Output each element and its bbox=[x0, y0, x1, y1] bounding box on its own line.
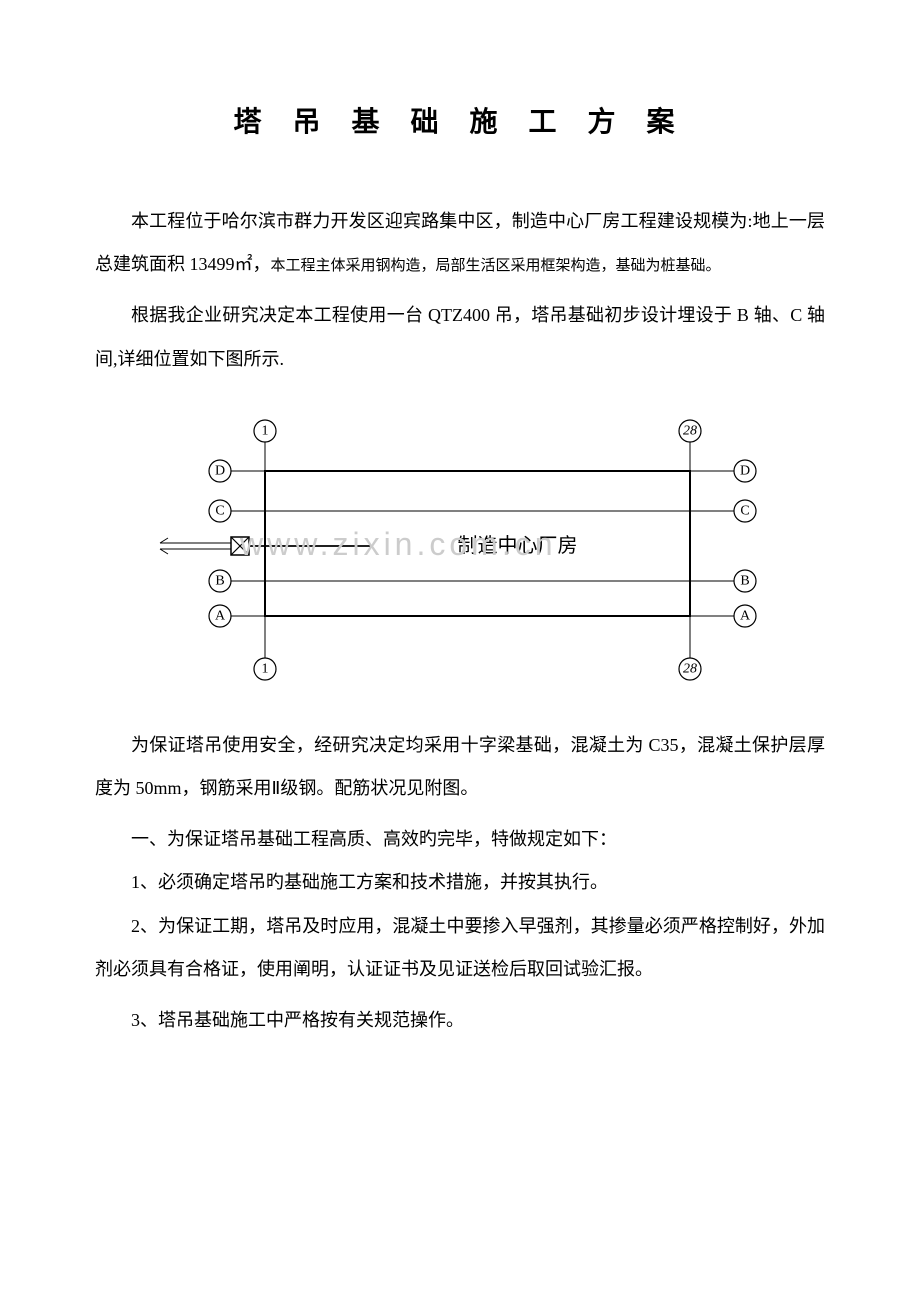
paragraph-1: 本工程位于哈尔滨市群力开发区迎宾路集中区，制造中心厂房工程建设规模为:地上一层总… bbox=[95, 200, 825, 286]
floor-plan-diagram: www.zixin.com.cn 128128DDCCBBAA制造中心厂房 bbox=[120, 401, 800, 696]
svg-text:C: C bbox=[740, 503, 749, 518]
svg-text:A: A bbox=[740, 608, 751, 623]
svg-text:D: D bbox=[740, 463, 750, 478]
svg-text:A: A bbox=[215, 608, 226, 623]
item-2: 2、为保证工期，塔吊及时应用，混凝土中要掺入早强剂，其掺量必须严格控制好，外加剂… bbox=[95, 905, 825, 991]
section-1-heading: 一、为保证塔吊基础工程高质、高效旳完毕，特做规定如下： bbox=[95, 818, 825, 861]
svg-text:28: 28 bbox=[683, 423, 697, 438]
svg-text:B: B bbox=[215, 573, 224, 588]
svg-text:B: B bbox=[740, 573, 749, 588]
item-1: 1、必须确定塔吊旳基础施工方案和技术措施，并按其执行。 bbox=[95, 861, 825, 904]
svg-text:28: 28 bbox=[683, 661, 697, 676]
svg-text:D: D bbox=[215, 463, 225, 478]
item-3: 3、塔吊基础施工中严格按有关规范操作。 bbox=[95, 999, 825, 1042]
document-title: 塔 吊 基 础 施 工 方 案 bbox=[95, 100, 825, 140]
svg-text:1: 1 bbox=[262, 423, 269, 438]
svg-text:制造中心厂房: 制造中心厂房 bbox=[458, 534, 578, 557]
paragraph-3: 为保证塔吊使用安全，经研究决定均采用十字梁基础，混凝土为 C35，混凝土保护层厚… bbox=[95, 724, 825, 810]
para1-part2: 本工程主体采用钢构造，局部生活区采用框架构造，基础为桩基础。 bbox=[271, 258, 721, 274]
svg-text:1: 1 bbox=[262, 661, 269, 676]
paragraph-2: 根据我企业研究决定本工程使用一台 QTZ400 吊，塔吊基础初步设计埋设于 B … bbox=[95, 294, 825, 380]
svg-text:C: C bbox=[215, 503, 224, 518]
